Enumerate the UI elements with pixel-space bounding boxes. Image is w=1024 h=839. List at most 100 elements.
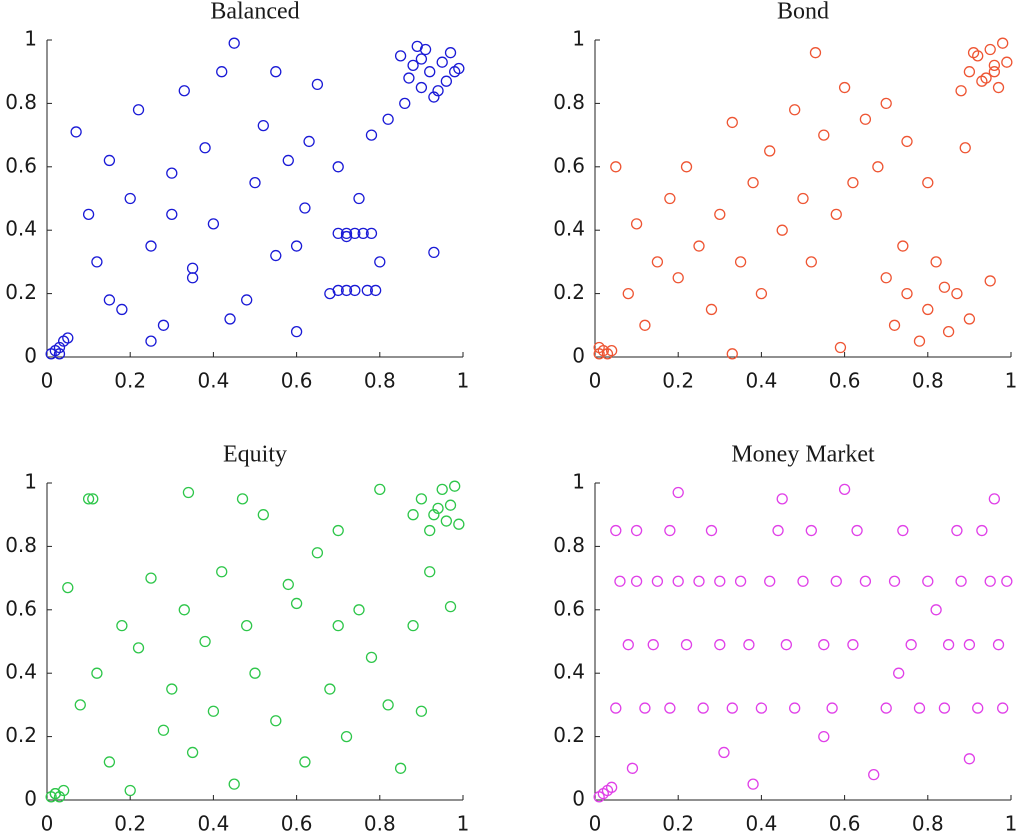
- scatter-point: [299, 756, 311, 768]
- x-tick-label: 0: [589, 812, 602, 836]
- scatter-point: [734, 575, 747, 587]
- scatter-point: [199, 635, 211, 648]
- scatter-point: [340, 730, 353, 743]
- scatter-point: [963, 66, 976, 78]
- scatter-point: [893, 667, 905, 679]
- scatter-point: [913, 702, 926, 714]
- y-tick-label: 0.4: [5, 660, 37, 684]
- scatter-point: [672, 272, 684, 284]
- scatter-point: [145, 240, 157, 252]
- scatter-point: [922, 176, 934, 189]
- scatter-point: [959, 142, 971, 154]
- scatter-point: [332, 161, 344, 173]
- y-tick-label: 0.4: [553, 217, 585, 241]
- scatter-point: [610, 524, 622, 537]
- scatter-point: [444, 600, 457, 613]
- scatter-point: [610, 702, 622, 714]
- scatter-point: [103, 756, 116, 768]
- scatter-point: [157, 319, 170, 331]
- scatter-point: [976, 75, 988, 87]
- scatter-point: [593, 341, 605, 354]
- scatter-point: [922, 575, 934, 587]
- scatter-point: [249, 667, 261, 679]
- scatter-point: [789, 702, 801, 714]
- y-tick-label: 0.2: [553, 723, 585, 747]
- scatter-point: [955, 575, 967, 587]
- scatter-point: [714, 639, 726, 651]
- x-tick-label: 0: [41, 812, 54, 836]
- scatter-point: [357, 227, 369, 240]
- scatter-point: [764, 575, 776, 587]
- scatter-point: [103, 154, 116, 167]
- scatter-point: [610, 161, 622, 173]
- scatter-point: [394, 762, 407, 774]
- x-tick-label: 1: [1005, 369, 1018, 393]
- scatter-point: [743, 639, 755, 651]
- scatter-point: [809, 47, 822, 59]
- scatter-point: [847, 639, 859, 651]
- y-tick-label: 0: [572, 344, 585, 368]
- scatter-point: [407, 509, 419, 521]
- scatter-point: [747, 778, 759, 790]
- scatter-point: [303, 135, 315, 148]
- scatter-point: [847, 176, 859, 189]
- scatter-point: [91, 256, 103, 268]
- x-tick-label: 0: [589, 369, 602, 393]
- scatter-point: [897, 524, 909, 537]
- scatter-point: [290, 597, 303, 610]
- scatter-point: [772, 524, 784, 537]
- scatter-point: [224, 313, 236, 325]
- scatter-point: [963, 313, 976, 325]
- scatter-point: [868, 768, 880, 781]
- scatter-point: [207, 218, 220, 230]
- scatter-point: [332, 284, 344, 297]
- scatter-point: [62, 332, 74, 344]
- y-tick-label: 0: [24, 787, 37, 811]
- scatter-point: [818, 129, 830, 141]
- scatter-point: [257, 119, 269, 132]
- scatter-point: [664, 702, 676, 714]
- scatter-point: [901, 135, 913, 148]
- scatter-point: [87, 493, 99, 505]
- scatter-point: [780, 639, 793, 651]
- scatter-point: [805, 256, 817, 268]
- scatter-point: [424, 66, 436, 78]
- scatter-point: [718, 746, 730, 759]
- x-tick-label: 0.8: [364, 369, 396, 393]
- scatter-point: [453, 518, 465, 530]
- scatter-point: [424, 524, 436, 537]
- scatter-point: [407, 59, 419, 72]
- scatter-point: [216, 566, 228, 578]
- y-tick-label: 0.6: [553, 596, 585, 620]
- scatter-point: [880, 272, 892, 284]
- scatter-point: [178, 604, 190, 616]
- scatter-point: [340, 227, 353, 240]
- scatter-point: [976, 524, 988, 537]
- scatter-point: [228, 37, 240, 49]
- scatter-point: [132, 104, 145, 116]
- scatter-point: [369, 284, 382, 297]
- scatter-point: [207, 705, 220, 717]
- scatter-point: [62, 581, 74, 594]
- y-tick-label: 0: [24, 344, 37, 368]
- scatter-point: [82, 208, 95, 221]
- scatter-point: [382, 113, 394, 125]
- x-tick-label: 0.4: [745, 369, 777, 393]
- scatter-point: [449, 480, 461, 492]
- scatter-point: [942, 639, 955, 651]
- scatter-point: [332, 227, 344, 240]
- scatter-point: [1001, 575, 1013, 587]
- scatter-point: [764, 145, 776, 157]
- y-tick-label: 0.8: [553, 533, 585, 557]
- scatter-point: [145, 572, 157, 584]
- x-tick-label: 0.6: [829, 812, 861, 836]
- scatter-point: [199, 142, 211, 154]
- scatter-point: [74, 699, 86, 711]
- x-tick-label: 0.8: [912, 812, 944, 836]
- scatter-point: [407, 620, 419, 632]
- scatter-point: [444, 499, 457, 511]
- scatter-point: [755, 287, 768, 300]
- scatter-point: [805, 524, 817, 537]
- scatter-point: [830, 575, 842, 587]
- scatter-point: [851, 524, 863, 537]
